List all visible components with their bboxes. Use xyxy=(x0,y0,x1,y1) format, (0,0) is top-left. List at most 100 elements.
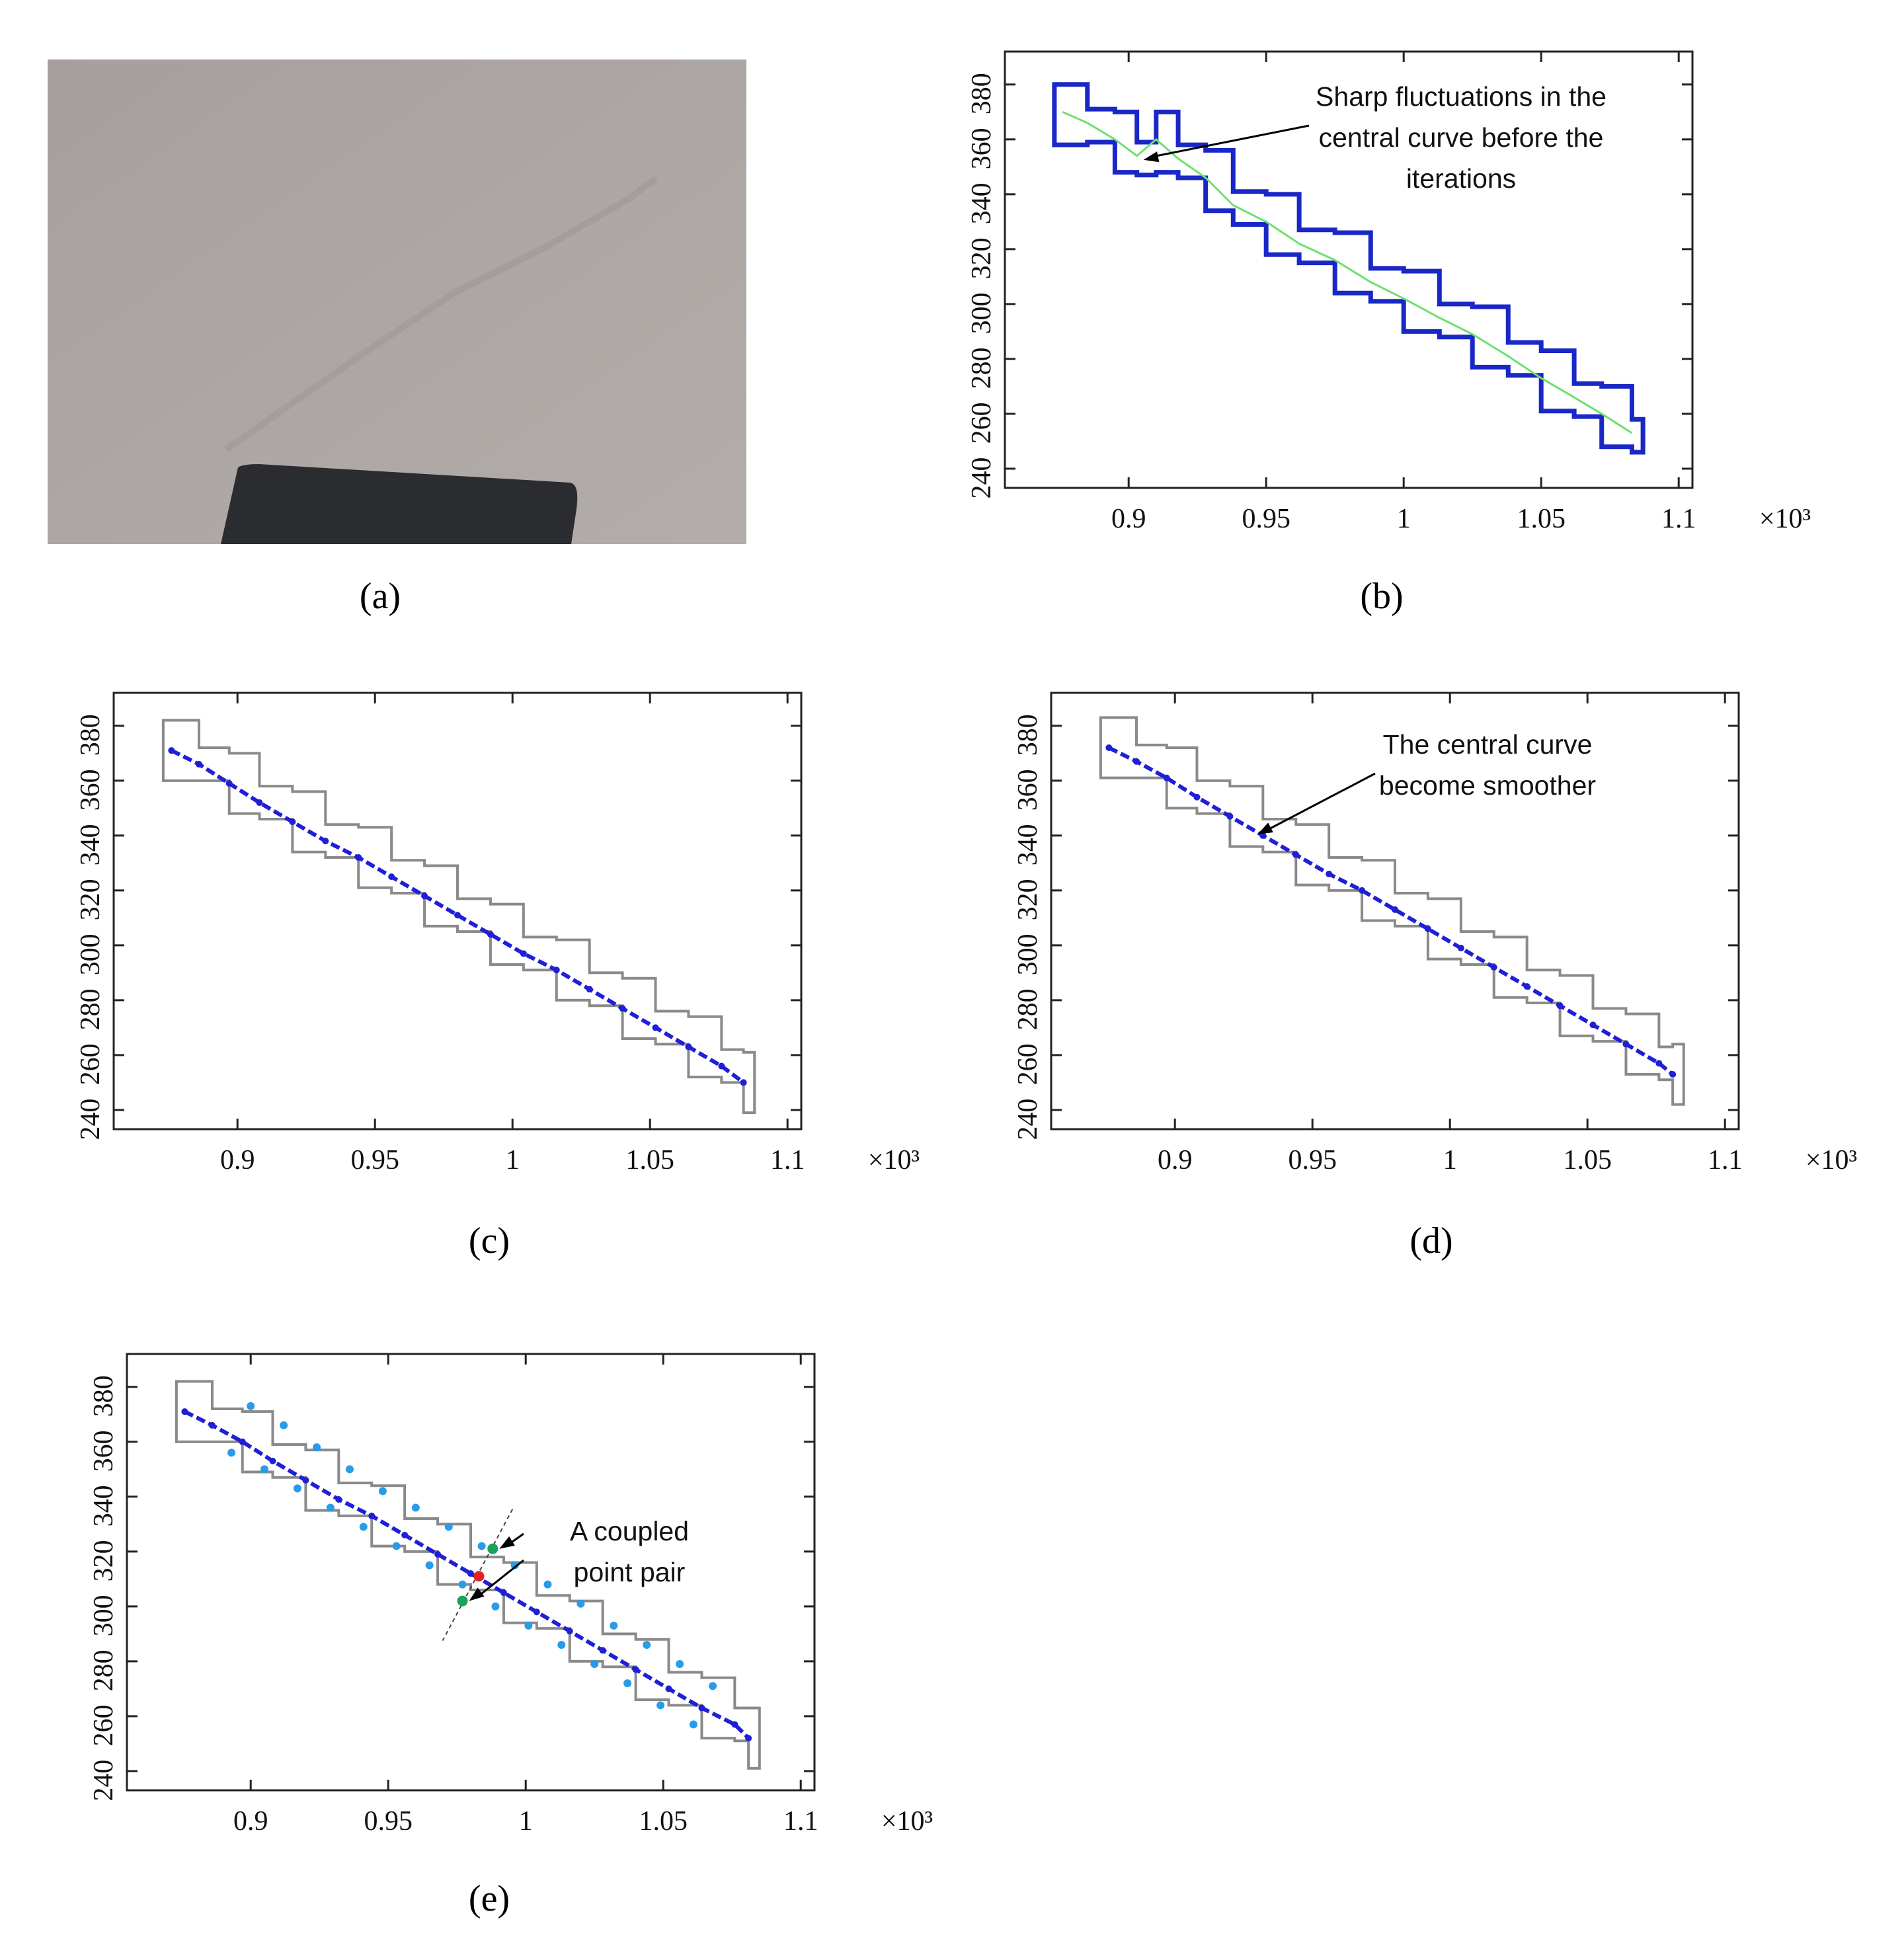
central-point xyxy=(355,854,362,861)
offset-point xyxy=(392,1542,401,1550)
central-point xyxy=(289,818,296,826)
offset-point xyxy=(444,1523,453,1531)
central-point xyxy=(239,1438,246,1445)
central-curve-line xyxy=(1062,110,1633,434)
annotation-arrow xyxy=(475,1559,524,1599)
x-tick-label: 1.05 xyxy=(1563,1145,1612,1175)
crack-line xyxy=(224,176,658,453)
x-tick-label: 1.05 xyxy=(639,1806,687,1837)
central-point xyxy=(718,1062,725,1070)
offset-point xyxy=(491,1602,500,1610)
central-point xyxy=(208,1421,216,1429)
offset-point xyxy=(293,1484,301,1493)
offset-point xyxy=(623,1679,632,1688)
panel-c-chart: 0.9 0.95 1 1.05 1.1 240 260 280 300 320 340 360 380 ×… xyxy=(48,681,960,1197)
y-tick-label: 320 xyxy=(1013,879,1043,920)
central-point xyxy=(586,986,593,993)
central-point xyxy=(434,1551,442,1558)
crack-boundary xyxy=(175,1380,761,1770)
central-point xyxy=(685,1043,692,1051)
x-tick-label: 1 xyxy=(506,1145,520,1175)
offset-point xyxy=(247,1402,255,1410)
y-tick-label: 360 xyxy=(89,1430,119,1472)
caption-e: (e) xyxy=(468,1878,510,1919)
coupled-point xyxy=(487,1543,498,1554)
central-point xyxy=(731,1721,738,1728)
crack-boundary xyxy=(161,719,756,1115)
annotation-arrow xyxy=(1263,772,1376,833)
central-point xyxy=(1193,793,1201,801)
wall-crack-photo xyxy=(48,60,746,544)
y-tick-label: 320 xyxy=(75,879,106,920)
central-point xyxy=(181,1408,188,1415)
x-tick-label: 1 xyxy=(519,1806,533,1837)
offset-point xyxy=(227,1449,236,1457)
central-point xyxy=(1105,744,1113,752)
y-tick-label: 300 xyxy=(89,1595,119,1636)
central-point xyxy=(745,1735,752,1742)
chart-b-svg: 0.9 0.95 1 1.05 1.1 240 260 280 300 320 340 360 380 ×… xyxy=(967,50,1811,534)
x-tick-label: 0.9 xyxy=(1158,1145,1193,1175)
offset-point xyxy=(524,1621,533,1630)
central-point xyxy=(1326,870,1333,877)
offset-point xyxy=(359,1523,368,1531)
x-tick-label: 1 xyxy=(1443,1145,1457,1175)
x-tick-label: 1 xyxy=(1397,504,1411,534)
y-tick-label: 240 xyxy=(1013,1098,1043,1140)
y-tick-label: 240 xyxy=(967,457,997,498)
central-point xyxy=(401,1531,409,1538)
y-tick-label: 260 xyxy=(89,1704,119,1746)
y-tick-label: 260 xyxy=(1013,1043,1043,1085)
central-point xyxy=(652,1024,659,1031)
offset-point xyxy=(280,1421,288,1429)
x-tick-label: 0.9 xyxy=(233,1806,268,1837)
offset-point xyxy=(709,1682,717,1690)
central-point xyxy=(1655,1060,1663,1067)
y-tick-label: 360 xyxy=(1013,769,1043,811)
offset-point xyxy=(326,1503,335,1512)
central-point xyxy=(1556,1002,1564,1010)
y-tick-label: 340 xyxy=(75,824,106,865)
y-tick-label: 260 xyxy=(75,1043,106,1085)
annotation-text: iterations xyxy=(1406,163,1516,194)
central-point xyxy=(566,1628,573,1635)
central-point xyxy=(1226,813,1234,820)
caption-d: (d) xyxy=(1409,1220,1453,1261)
y-tick-label: 280 xyxy=(1013,988,1043,1030)
y-tick-label: 280 xyxy=(89,1649,119,1691)
central-point xyxy=(269,1457,276,1464)
y-tick-label: 380 xyxy=(1013,714,1043,756)
central-point xyxy=(454,912,461,919)
arrow-head xyxy=(469,1587,485,1601)
panel-e-chart: 0.9 0.95 1 1.05 1.1 240 260 280 300 320 340 360 380 ×… xyxy=(61,1342,973,1858)
central-point xyxy=(256,799,263,807)
central-point xyxy=(1163,774,1170,781)
central-point xyxy=(1589,1021,1597,1029)
y-tick-label: 340 xyxy=(967,182,997,224)
x-tick-label: 1.05 xyxy=(1517,504,1566,534)
central-point xyxy=(1490,964,1497,971)
annotation-arrow xyxy=(1150,124,1310,159)
annotation-text: The central curve xyxy=(1383,729,1593,760)
panel-a-photo xyxy=(48,60,746,544)
y-tick-label: 260 xyxy=(967,402,997,444)
arrow-head xyxy=(499,1536,515,1549)
offset-point xyxy=(576,1599,585,1608)
central-point xyxy=(335,1496,342,1503)
caption-a: (a) xyxy=(359,576,401,617)
crack-boundary xyxy=(1052,82,1646,455)
coupled-point xyxy=(457,1595,468,1607)
midpoint-marker xyxy=(473,1571,485,1582)
central-point xyxy=(467,1570,474,1577)
central-point xyxy=(195,760,202,768)
x-tick-label: 1.1 xyxy=(1708,1145,1743,1175)
central-point xyxy=(1292,851,1300,858)
x-tick-label: 0.95 xyxy=(364,1806,413,1837)
central-point xyxy=(520,950,527,957)
central-point xyxy=(368,1512,376,1519)
central-point xyxy=(500,1589,507,1597)
central-point xyxy=(1259,832,1267,839)
central-point xyxy=(1132,758,1140,765)
x-tick-label: 1.1 xyxy=(783,1806,818,1837)
x-tick-label: 0.95 xyxy=(1242,504,1290,534)
